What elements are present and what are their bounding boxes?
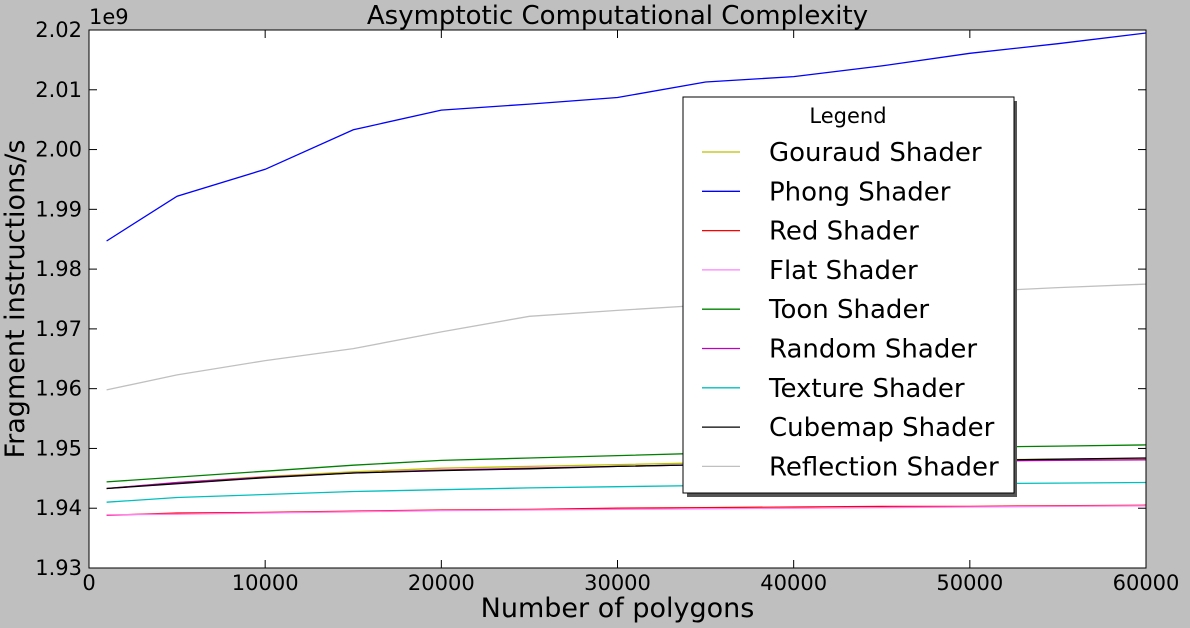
y-tick-label: 1.94 bbox=[35, 496, 82, 520]
legend-label-reflection-shader: Reflection Shader bbox=[769, 452, 999, 482]
x-axis-title: Number of polygons bbox=[481, 593, 755, 624]
axis-ticks: 0 10000 20000 30000 40000 50000 60000 1.93 1.94 1… bbox=[35, 18, 1179, 595]
x-tick-label: 40000 bbox=[760, 571, 827, 595]
x-tick-label: 10000 bbox=[232, 571, 299, 595]
legend-label-random-shader: Random Shader bbox=[769, 335, 977, 365]
legend-label-red-shader: Red Shader bbox=[769, 217, 919, 247]
legend-label-flat-shader: Flat Shader bbox=[769, 256, 918, 286]
y-tick-label: 1.97 bbox=[35, 317, 82, 341]
legend-label-texture-shader: Texture Shader bbox=[768, 374, 965, 404]
x-tick-label: 60000 bbox=[1113, 571, 1180, 595]
legend-label-phong-shader: Phong Shader bbox=[769, 177, 951, 207]
y-multiplier-label: 1e9 bbox=[89, 5, 129, 29]
legend-label-cubemap-shader: Cubemap Shader bbox=[769, 413, 995, 443]
series-line-flat-shader bbox=[106, 505, 1147, 516]
y-axis-title: Fragment instructions/s bbox=[0, 140, 31, 459]
legend-title: Legend bbox=[809, 104, 886, 128]
legend: Legend Gouraud Shader Phong Shader Red Sha… bbox=[682, 96, 1017, 497]
y-tick-label: 2.02 bbox=[35, 18, 82, 42]
y-tick-label: 1.98 bbox=[35, 257, 82, 281]
legend-label-toon-shader: Toon Shader bbox=[768, 295, 929, 325]
y-tick-label: 1.96 bbox=[35, 377, 82, 401]
x-tick-label: 20000 bbox=[408, 571, 475, 595]
legend-label-gouraud-shader: Gouraud Shader bbox=[769, 138, 982, 168]
chart-title: Asymptotic Computational Complexity bbox=[367, 1, 868, 31]
y-tick-label: 1.93 bbox=[35, 556, 82, 580]
y-tick-label: 1.95 bbox=[35, 436, 82, 460]
x-tick-label: 0 bbox=[82, 571, 95, 595]
x-tick-label: 50000 bbox=[936, 571, 1003, 595]
legend-items: Gouraud Shader Phong Shader Red Shader Flat… bbox=[702, 138, 999, 482]
series-line-phong-shader bbox=[106, 32, 1147, 242]
x-tick-label: 30000 bbox=[584, 571, 651, 595]
y-tick-label: 1.99 bbox=[35, 197, 82, 221]
y-tick-label: 2.01 bbox=[35, 78, 82, 102]
y-tick-label: 2.00 bbox=[35, 138, 82, 162]
